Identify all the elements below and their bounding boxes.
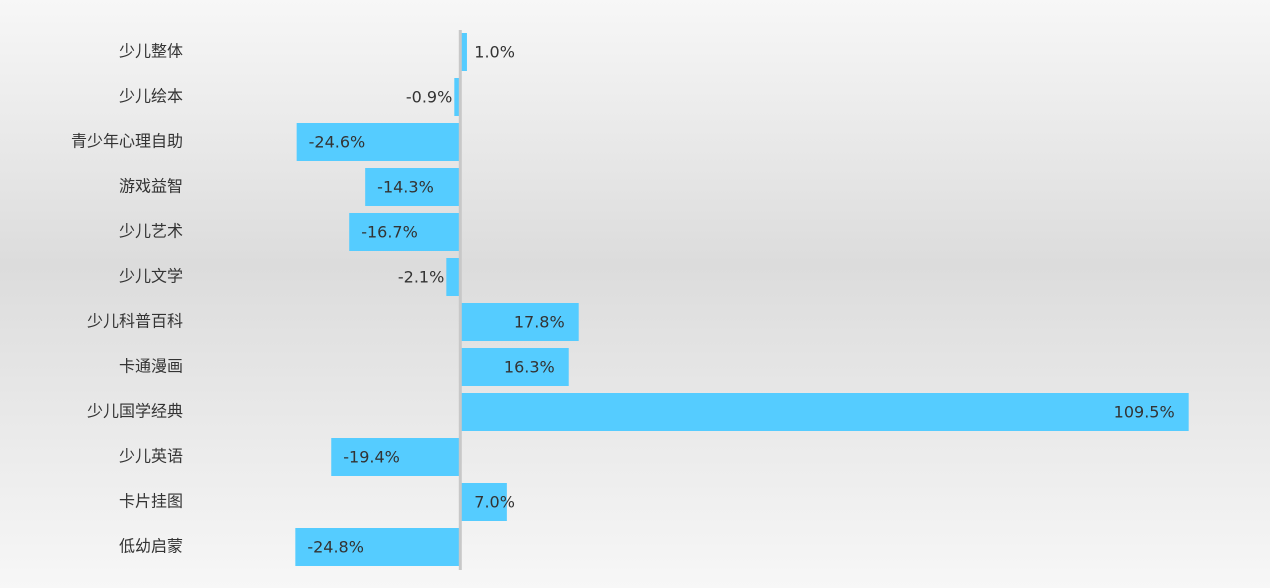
- category-label: 低幼启蒙: [119, 537, 183, 556]
- value-label: 7.0%: [474, 493, 515, 512]
- value-label: 17.8%: [514, 313, 565, 332]
- value-label: -16.7%: [361, 223, 418, 242]
- category-label: 少儿绘本: [119, 87, 183, 106]
- value-label: 109.5%: [1114, 403, 1175, 422]
- category-label: 少儿整体: [119, 42, 183, 61]
- value-label: -0.9%: [406, 88, 452, 107]
- value-label: 16.3%: [504, 358, 555, 377]
- bar: [454, 78, 461, 116]
- value-label: -24.8%: [307, 538, 364, 557]
- category-label: 卡通漫画: [119, 357, 183, 376]
- value-label: -24.6%: [309, 133, 366, 152]
- value-label: -2.1%: [398, 268, 444, 287]
- bar: [295, 528, 461, 566]
- value-label: -19.4%: [343, 448, 400, 467]
- bar: [365, 168, 461, 206]
- category-label: 少儿国学经典: [87, 402, 183, 421]
- bar: [460, 483, 507, 521]
- bar: [460, 393, 1189, 431]
- bar: [296, 123, 461, 161]
- bar: [331, 438, 461, 476]
- category-label: 游戏益智: [119, 177, 183, 196]
- bar: [460, 348, 569, 386]
- category-label: 少儿科普百科: [87, 312, 183, 331]
- category-label: 少儿英语: [119, 447, 183, 466]
- bar: [446, 258, 461, 296]
- category-label: 少儿艺术: [119, 222, 183, 241]
- category-label: 青少年心理自助: [71, 132, 183, 151]
- bar: [460, 33, 467, 71]
- value-label: -14.3%: [377, 178, 434, 197]
- bar: [349, 213, 461, 251]
- bar: [460, 303, 579, 341]
- category-label: 卡片挂图: [119, 492, 183, 511]
- category-label: 少儿文学: [119, 267, 183, 286]
- value-label: 1.0%: [474, 43, 515, 62]
